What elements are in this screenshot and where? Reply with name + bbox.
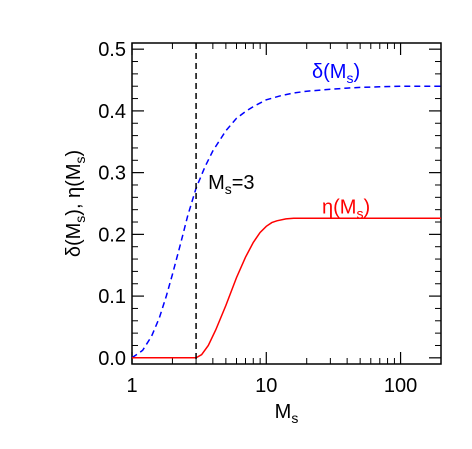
- y-tick-label: 0.4: [98, 101, 126, 123]
- x-tick-label: 1: [126, 375, 137, 397]
- y-tick-label: 0.5: [98, 39, 126, 61]
- y-tick-label: 0.1: [98, 286, 126, 308]
- y-axis-label: δ(Ms), η(Ms): [63, 150, 88, 257]
- delta-series-label: δ(Ms): [312, 61, 360, 86]
- eta-series-label: η(Ms): [322, 197, 370, 222]
- labels: 1 10 100 0.0 0.1 0.2 0.3 0.4 0.5 Ms=3 δ(Ms) η(Ms) Ms…: [63, 39, 417, 426]
- x-tick-label: 100: [384, 375, 417, 397]
- ticks: [131, 43, 442, 364]
- series-layer: [131, 43, 441, 364]
- delta-series-line: [131, 85, 441, 359]
- y-tick-label: 0.2: [98, 224, 126, 246]
- plot-frame: [131, 42, 442, 365]
- y-tick-label: 0.0: [98, 348, 126, 370]
- eta-series-line: [132, 217, 441, 359]
- y-tick-label: 0.3: [98, 163, 126, 185]
- vline-label: Ms=3: [208, 172, 254, 197]
- x-tick-label: 10: [255, 375, 277, 397]
- x-axis-label: Ms: [275, 401, 299, 426]
